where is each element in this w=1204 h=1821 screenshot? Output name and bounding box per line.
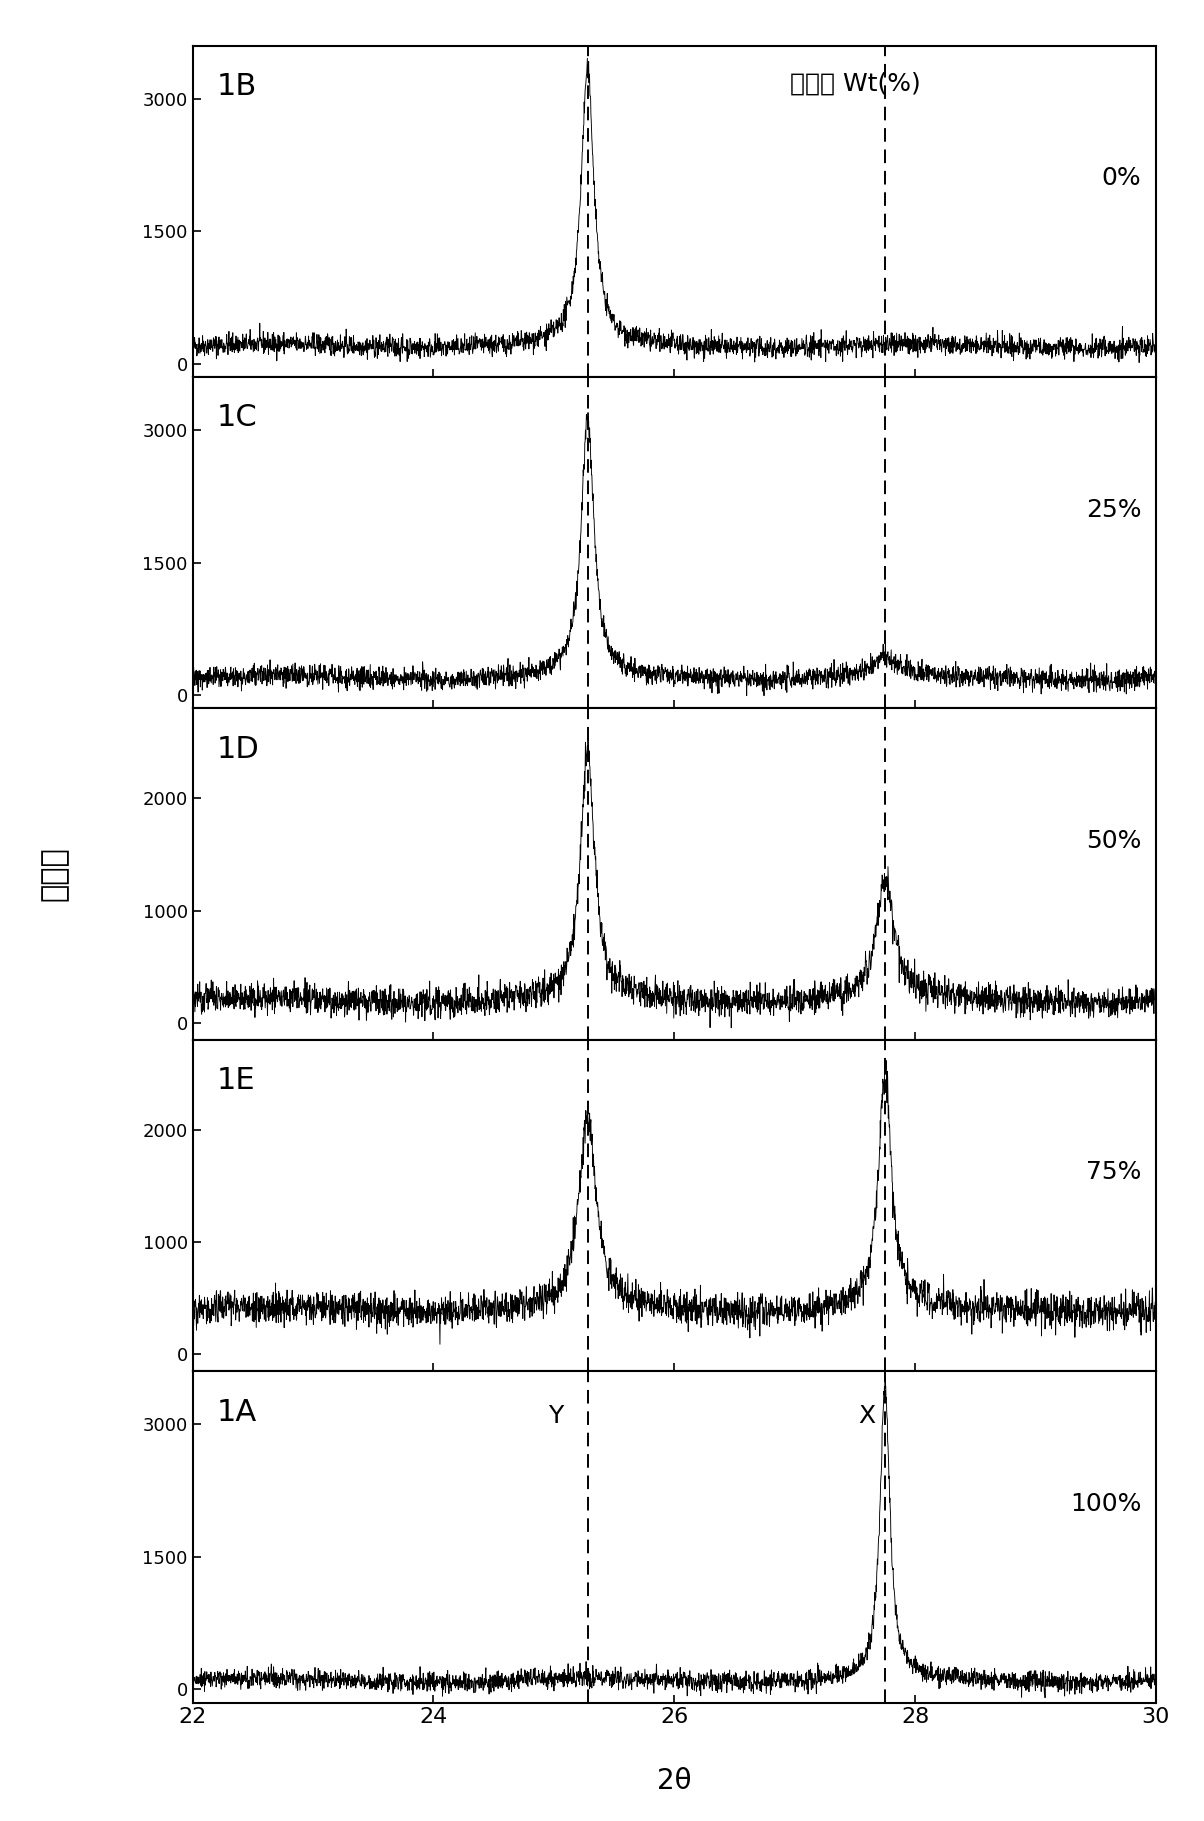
Text: 1A: 1A	[217, 1399, 256, 1426]
Text: X: X	[858, 1404, 875, 1428]
Text: 50%: 50%	[1086, 829, 1141, 852]
Text: 0%: 0%	[1102, 166, 1141, 189]
Text: 1E: 1E	[217, 1067, 255, 1094]
Text: 1C: 1C	[217, 404, 258, 432]
Text: 峰强度: 峰强度	[40, 847, 69, 901]
Text: 2θ: 2θ	[657, 1766, 691, 1796]
Text: 100%: 100%	[1070, 1491, 1141, 1515]
Text: 1D: 1D	[217, 736, 260, 763]
Text: 25%: 25%	[1086, 497, 1141, 521]
Text: 75%: 75%	[1086, 1160, 1141, 1184]
Text: 1B: 1B	[217, 73, 256, 100]
Text: 金红石 Wt(%): 金红石 Wt(%)	[790, 73, 921, 97]
Text: Y: Y	[548, 1404, 563, 1428]
